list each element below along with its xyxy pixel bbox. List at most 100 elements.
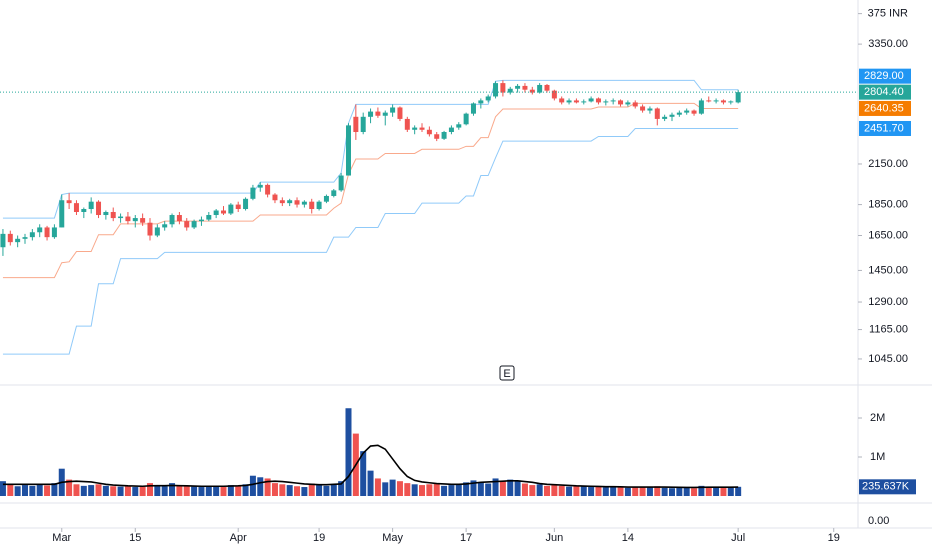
candle-body — [426, 129, 432, 135]
volume-bar — [132, 487, 139, 496]
price-label: 2804.40 — [864, 86, 904, 98]
candle-body — [507, 88, 513, 93]
candle-body — [456, 124, 462, 128]
y-tick-label: 1850.00 — [868, 198, 908, 210]
candle-body — [162, 224, 168, 228]
volume-bar — [316, 485, 323, 496]
candle-body — [294, 200, 300, 205]
candle-body — [345, 125, 351, 176]
volume-bar — [691, 488, 698, 496]
candle-body — [662, 116, 668, 119]
candle-body — [463, 113, 469, 125]
earnings-marker-label[interactable]: E — [503, 368, 510, 380]
volume-bar — [558, 485, 565, 496]
candle-body — [632, 102, 638, 107]
volume-last-label: 235.637K — [862, 481, 910, 493]
volume-bar — [551, 484, 558, 496]
volume-bar — [727, 487, 734, 496]
x-tick-label: Apr — [230, 532, 247, 544]
candle-body — [529, 89, 535, 93]
candle-body — [221, 210, 227, 214]
volume-bar — [198, 487, 205, 496]
y-tick-label: 1165.00 — [869, 323, 908, 335]
x-tick-label: 14 — [622, 532, 634, 544]
candle-body — [51, 227, 57, 238]
candle-body — [647, 108, 653, 111]
volume-bar — [668, 488, 675, 496]
volume-bar — [661, 487, 668, 496]
candle-body — [603, 101, 609, 103]
x-tick-label: 15 — [129, 532, 141, 544]
candle-body — [537, 84, 543, 93]
volume-bar — [36, 484, 43, 496]
candle-body — [279, 200, 285, 204]
volume-bar — [21, 485, 28, 496]
y-tick-label: 1045.00 — [868, 353, 908, 365]
candle-body — [176, 215, 182, 222]
x-tick-label: 19 — [313, 532, 325, 544]
candle-body — [272, 194, 278, 201]
volume-bar — [477, 481, 484, 496]
volume-bar — [374, 478, 381, 496]
volume-bar — [242, 484, 249, 496]
y-tick-label: 1450.00 — [868, 264, 908, 276]
candle-body — [522, 85, 528, 90]
volume-bar — [66, 479, 73, 496]
volume-bar — [220, 487, 227, 496]
volume-bar — [338, 481, 345, 496]
volume-bar — [419, 485, 426, 496]
volume-bar — [139, 486, 146, 496]
candle-body — [338, 175, 344, 191]
volume-bar — [286, 485, 293, 496]
volume-bar — [610, 487, 617, 496]
candle-body — [515, 85, 521, 89]
candle-body — [169, 215, 175, 225]
candle-body — [110, 211, 116, 219]
candle-body — [228, 204, 234, 214]
volume-bar — [360, 451, 367, 496]
earnings-marker[interactable] — [499, 365, 515, 381]
volume-bar — [441, 485, 448, 496]
candle-body — [15, 238, 21, 243]
candle-body — [676, 112, 682, 115]
candle-body — [706, 100, 712, 102]
volume-bar — [330, 484, 337, 496]
volume-bar — [301, 487, 308, 496]
volume-bar — [492, 478, 499, 496]
price-label: 2640.35 — [864, 102, 904, 114]
candle-body — [573, 100, 579, 103]
volume-tick-label: 1M — [870, 451, 885, 463]
candle-body — [698, 100, 704, 114]
candle-body — [184, 221, 190, 228]
volume-bar — [624, 487, 631, 496]
candle-body — [713, 100, 719, 102]
volume-bar — [183, 486, 190, 496]
volume-bar — [146, 483, 153, 496]
price-label-box — [859, 68, 911, 84]
candle-body — [103, 211, 109, 216]
y-tick-label: 1290.00 — [868, 296, 908, 308]
candle-body — [206, 215, 212, 220]
volume-bar — [499, 481, 506, 496]
volume-bar — [29, 485, 36, 496]
candle-body — [331, 190, 337, 196]
volume-bar — [0, 481, 6, 496]
volume-bar — [73, 484, 80, 496]
candle-body — [243, 198, 249, 210]
volume-bar — [536, 484, 543, 496]
candle-body — [493, 83, 499, 97]
candle-body — [73, 203, 79, 212]
volume-bar — [80, 485, 87, 496]
volume-bar — [507, 479, 514, 496]
volume-bar — [345, 408, 352, 496]
y-tick-label: 375 INR — [868, 8, 908, 20]
candle-body — [257, 184, 263, 188]
volume-bar — [7, 484, 14, 496]
volume-ma-line — [2, 444, 739, 489]
volume-bar — [514, 480, 521, 496]
candle-body — [412, 127, 418, 130]
volume-bar — [448, 485, 455, 496]
volume-bar — [463, 482, 470, 496]
volume-bar — [617, 486, 624, 496]
